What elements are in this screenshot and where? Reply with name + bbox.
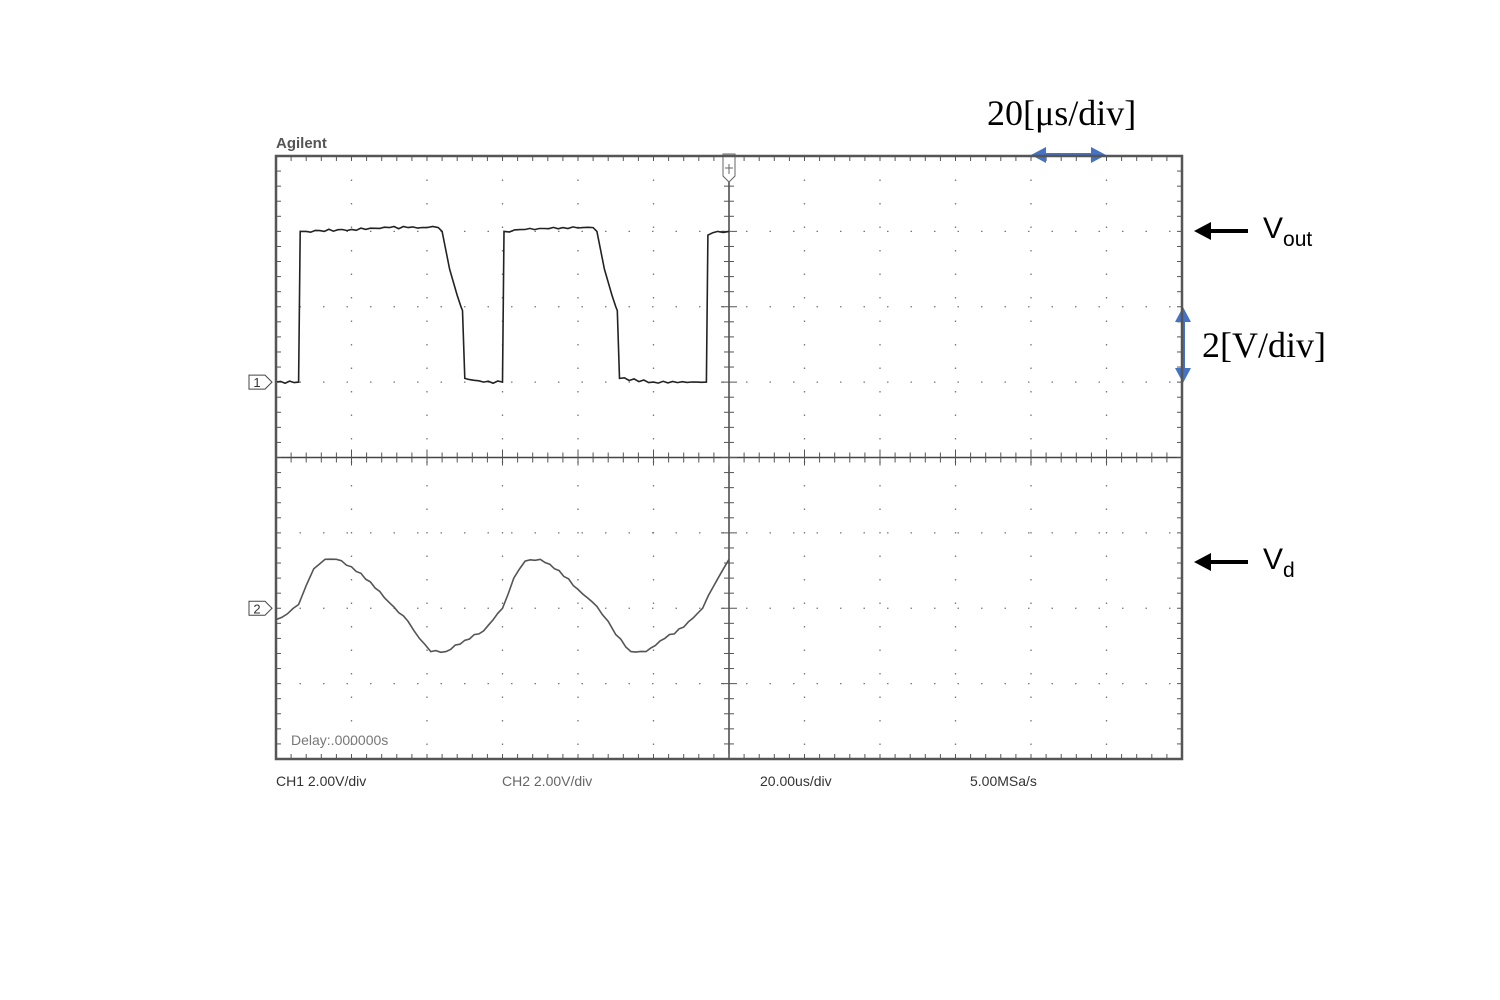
scope-traces <box>275 225 730 654</box>
vd-label: Vd <box>1263 543 1295 582</box>
ch2-trace <box>275 558 730 654</box>
scope-frame <box>274 154 1184 761</box>
ch1-trace <box>275 225 730 385</box>
volt-scale-annotation: 2[V/div] <box>1202 325 1326 365</box>
channel-markers: 12 <box>248 374 273 616</box>
timebase-readout: 20.00us/div <box>760 773 832 789</box>
ch1-ground-marker: 1 <box>248 374 273 390</box>
delay-readout: Delay:.000000s <box>291 732 389 748</box>
channel-marker-label: 1 <box>253 375 260 390</box>
vout-label: Vout <box>1263 212 1313 251</box>
channel-marker-label: 2 <box>253 601 260 616</box>
sample-rate-readout: 5.00MSa/s <box>970 773 1037 789</box>
scope-grid <box>275 153 1183 760</box>
ch1-scale-readout: CH1 2.00V/div <box>276 773 367 789</box>
ch2-ground-marker: 2 <box>248 600 273 616</box>
time-scale-annotation: 20[μs/div] <box>987 93 1137 133</box>
ch2-scale-readout: CH2 2.00V/div <box>502 773 593 789</box>
brand-logo: Agilent <box>276 135 327 152</box>
